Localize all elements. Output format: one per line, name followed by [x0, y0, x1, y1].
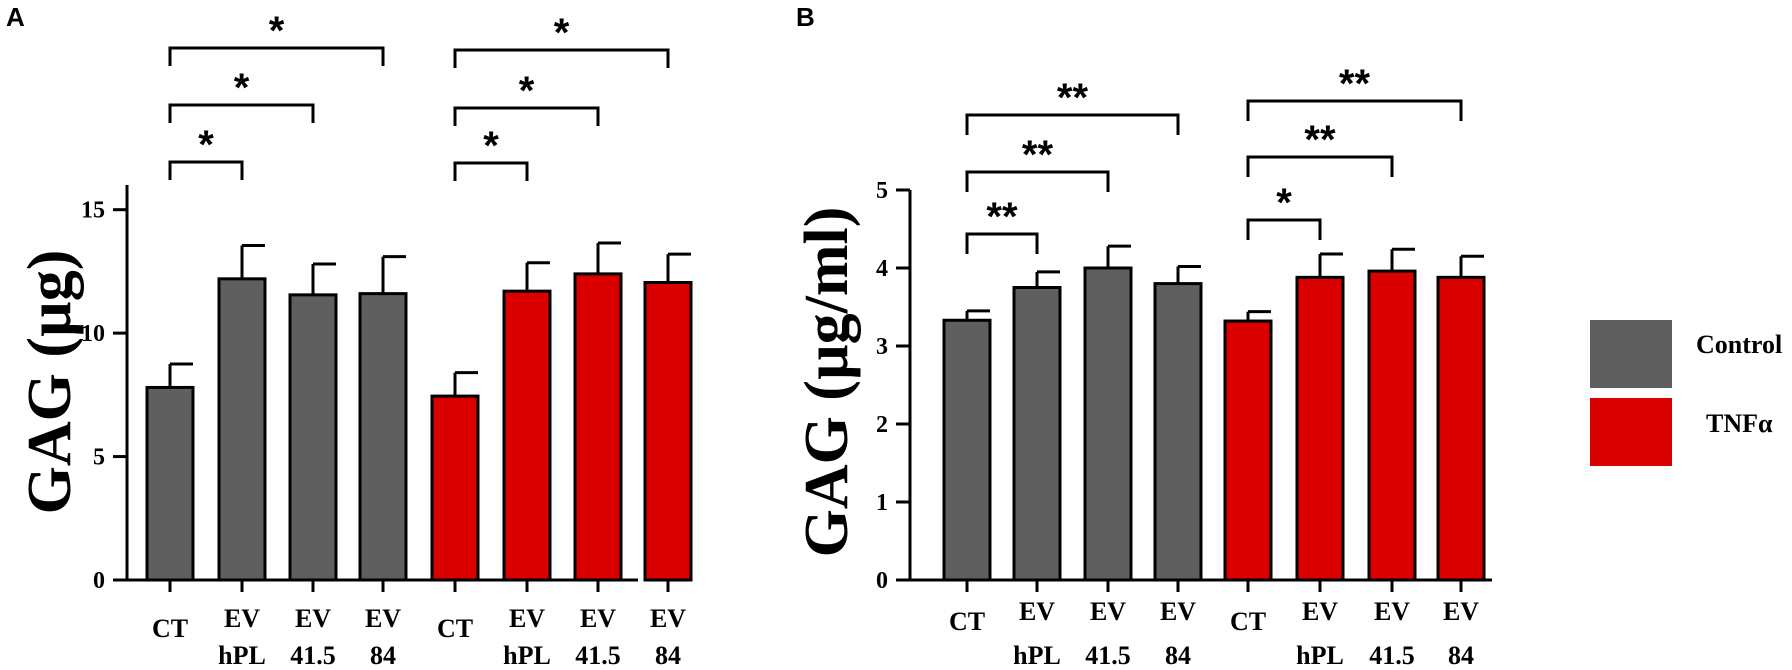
bar — [502, 289, 552, 582]
y-tick-label: 5 — [876, 178, 888, 204]
bar — [217, 277, 267, 582]
significance-label: ** — [1304, 118, 1336, 162]
bar — [643, 281, 693, 582]
x-tick-label: EV — [1090, 597, 1126, 626]
significance-bracket — [1246, 155, 1394, 177]
x-tick-label: EV — [1374, 597, 1410, 626]
y-axis-label: GAG (µg/ml) — [793, 207, 861, 558]
significance-bracket — [453, 106, 600, 126]
x-tick-label: 84 — [655, 641, 681, 670]
bar — [1367, 269, 1417, 582]
significance-label: * — [1276, 181, 1292, 225]
x-tick-label: 84 — [370, 641, 396, 670]
x-tick-label: EV — [224, 604, 260, 633]
significance-label: ** — [1339, 62, 1371, 106]
panel-b-chart: B GAG (µg/ml) 0 1 2 3 4 5 CT EV hPL EV 41.5 EV 84 CT EV h… — [793, 2, 1492, 670]
x-tick-label: EV — [295, 604, 331, 633]
bar — [1436, 275, 1486, 582]
x-tick-label: EV — [509, 604, 545, 633]
significance-bracket — [1246, 218, 1322, 240]
x-tick-label: EV — [580, 604, 616, 633]
x-tick-label: hPL — [503, 641, 551, 670]
y-tick-label: 3 — [876, 334, 888, 360]
y-tick-label: 15 — [81, 198, 105, 224]
x-tick-label: CT — [949, 607, 985, 636]
significance-label: * — [198, 123, 214, 167]
x-tick-label: EV — [365, 604, 401, 633]
bar — [430, 394, 480, 582]
significance-label: * — [234, 66, 250, 110]
x-tick-label: 84 — [1165, 641, 1191, 670]
bar — [1295, 275, 1345, 582]
bar — [573, 272, 623, 582]
legend: Control TNFα — [1590, 320, 1782, 466]
bar — [1083, 266, 1133, 582]
y-axis-label: GAG (µg) — [16, 250, 84, 515]
significance-bracket — [168, 160, 244, 180]
significance-bracket — [965, 170, 1110, 192]
y-tick-label: 5 — [93, 445, 105, 471]
bar — [145, 385, 195, 582]
legend-swatch-tnfa — [1590, 398, 1672, 466]
y-tick-label: 4 — [876, 256, 888, 282]
y-tick-label: 10 — [81, 321, 105, 347]
x-tick-label: CT — [437, 614, 473, 643]
significance-bracket — [168, 103, 315, 123]
x-tick-label: CT — [1230, 607, 1266, 636]
bar — [1153, 282, 1203, 582]
panel-letter: B — [796, 2, 815, 32]
significance-label: ** — [1022, 133, 1054, 177]
significance-bracket — [965, 113, 1180, 135]
x-tick-label: 41.5 — [575, 641, 621, 670]
y-tick-label: 0 — [93, 568, 105, 594]
x-tick-label: CT — [152, 614, 188, 643]
y-tick-label: 0 — [876, 568, 888, 594]
x-tick-label: EV — [1160, 597, 1196, 626]
bar — [288, 293, 338, 582]
x-tick-label: hPL — [218, 641, 266, 670]
bar — [1223, 319, 1273, 582]
legend-swatch-control — [1590, 320, 1672, 388]
bar — [1012, 286, 1062, 582]
x-tick-label: 41.5 — [1085, 641, 1131, 670]
bar — [942, 318, 992, 582]
significance-bracket — [965, 232, 1039, 254]
panel-letter: A — [6, 2, 25, 32]
significance-bracket — [1246, 99, 1463, 121]
x-tick-label: 41.5 — [290, 641, 336, 670]
significance-label: * — [483, 124, 499, 168]
y-tick-label: 2 — [876, 412, 888, 438]
x-tick-label: hPL — [1013, 641, 1061, 670]
legend-label-tnfa: TNFα — [1706, 409, 1773, 438]
significance-bracket — [453, 48, 670, 68]
significance-bracket — [453, 161, 529, 181]
x-tick-label: EV — [1302, 597, 1338, 626]
bar — [358, 292, 408, 582]
x-tick-label: EV — [1019, 597, 1055, 626]
legend-label-control: Control — [1696, 330, 1782, 359]
panel-a-chart: A GAG (µg) 0 5 10 15 CT EV hPL EV 41.5 EV 84 CT EV hPL E… — [6, 2, 693, 670]
significance-label: ** — [986, 195, 1018, 239]
x-tick-label: EV — [650, 604, 686, 633]
x-tick-label: 41.5 — [1369, 641, 1415, 670]
y-tick-label: 1 — [876, 490, 888, 516]
significance-label: * — [269, 9, 285, 53]
significance-label: ** — [1057, 76, 1089, 120]
x-tick-label: hPL — [1296, 641, 1344, 670]
significance-label: * — [554, 11, 570, 55]
x-tick-label: EV — [1443, 597, 1479, 626]
significance-label: * — [519, 69, 535, 113]
x-tick-label: 84 — [1448, 641, 1474, 670]
significance-bracket — [168, 46, 385, 66]
